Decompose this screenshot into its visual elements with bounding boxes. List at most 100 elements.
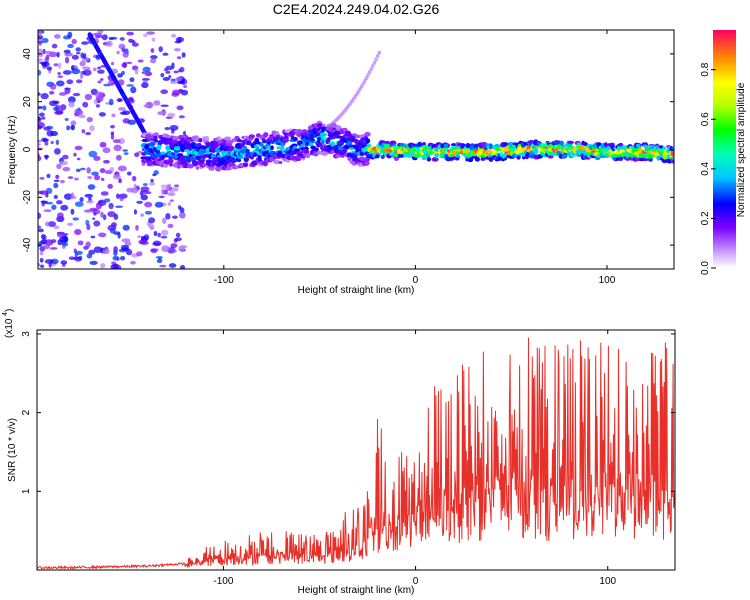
- spectrogram-cell: [163, 68, 169, 72]
- spectrogram-cell: [234, 135, 240, 140]
- spectrogram-cell: [443, 143, 449, 148]
- spectrogram-cell: [296, 151, 304, 155]
- spectrogram-cell: [123, 152, 129, 156]
- spectrogram-cell: [93, 67, 97, 72]
- spectrogram-cell: [76, 109, 84, 116]
- spectrogram-cell: [118, 178, 122, 184]
- spectrogram-cell: [40, 116, 46, 120]
- spectrogram-cell: [157, 111, 165, 116]
- spectrogram-cell: [45, 125, 54, 130]
- spectrogram-cell: [255, 145, 260, 149]
- spectrogram-cell: [154, 201, 164, 208]
- spectrogram-cell: [89, 260, 98, 266]
- spectrogram-cell: [78, 255, 83, 261]
- spectrogram-cell: [38, 105, 44, 109]
- spectrogram-cell: [474, 148, 478, 154]
- spectrogram-cell: [113, 250, 118, 256]
- spectrogram-cell: [121, 62, 128, 68]
- spectrogram-cell: [171, 128, 175, 134]
- spectrogram-cell: [533, 148, 539, 154]
- spectrogram-cell: [114, 205, 124, 209]
- spectrogram-cell: [150, 222, 154, 229]
- spectrogram-cell: [115, 154, 122, 161]
- spectrogram-cell: [86, 200, 94, 204]
- spectrogram-y-axis: -40 -20 0 20 40: [22, 48, 674, 252]
- spectrogram-cell: [98, 200, 104, 204]
- spectrogram-cell: [140, 213, 144, 217]
- spectrogram-cell: [130, 261, 136, 265]
- spectrogram-cell: [157, 257, 162, 261]
- spectrogram-cell: [142, 66, 151, 73]
- spectrogram-cell: [179, 161, 185, 165]
- spectrogram-cell: [102, 147, 111, 154]
- spectrogram-cell: [170, 243, 178, 249]
- spectrogram-cell: [76, 157, 81, 161]
- spectrogram-cell: [72, 92, 81, 97]
- spectrogram-cell: [150, 178, 154, 183]
- spectrogram-cell: [142, 33, 148, 38]
- spectrogram-cell: [227, 145, 235, 152]
- spectrogram-cell: [137, 235, 142, 238]
- spectrogram-cell: [73, 152, 77, 157]
- spectrogram-cell: [431, 157, 439, 162]
- spectrogram-cell: [112, 139, 121, 144]
- spectrogram-cell: [111, 36, 118, 40]
- spectrogram-cell: [90, 235, 96, 239]
- spectrogram-cell: [150, 55, 158, 60]
- spectrogram-cell: [101, 34, 108, 41]
- spectrogram-cell: [180, 89, 189, 96]
- spectrogram-cell: [141, 138, 149, 142]
- spectrogram-cell: [102, 214, 107, 221]
- spectrogram-cell: [119, 37, 125, 41]
- spectrogram-cell: [204, 136, 210, 140]
- spectrogram-cell: [182, 130, 187, 137]
- spectrogram-cell: [647, 154, 655, 159]
- spectrogram-cell: [270, 145, 274, 151]
- snr-x-axis: -100 0 100: [213, 330, 617, 587]
- spectrogram-cell: [43, 209, 52, 212]
- spectrogram-cell: [181, 52, 186, 58]
- spectrogram-cell: [465, 143, 471, 149]
- spectrogram-cell: [58, 92, 67, 96]
- spectrogram-cell: [171, 62, 175, 70]
- spectrogram-cell: [38, 116, 42, 123]
- spectrogram-cell: [167, 202, 171, 206]
- spectrogram-cell: [252, 152, 257, 158]
- spectrogram-cell: [51, 204, 57, 210]
- spectrogram-cell: [165, 70, 171, 74]
- spectrogram-cell: [122, 224, 130, 231]
- spectrogram-cell: [61, 242, 69, 247]
- spectrogram-cell: [358, 156, 366, 161]
- spectrogram-cell: [56, 80, 65, 87]
- spectrogram-cell: [87, 176, 93, 179]
- spectrogram-cell: [38, 155, 42, 162]
- spectrogram-cell: [53, 182, 59, 189]
- colorbar-tick-label: 0.4: [700, 161, 711, 175]
- x-tick-label: 0: [413, 275, 419, 286]
- spectrogram-cell: [175, 232, 181, 238]
- spectrogram-cell: [50, 140, 54, 145]
- spectrogram-cell: [143, 104, 150, 108]
- spectrogram-cell: [211, 142, 218, 148]
- spectrogram-cell: [44, 50, 53, 55]
- spectrogram-cell: [167, 158, 174, 164]
- colorbar-tick-label: 0.6: [700, 112, 711, 126]
- spectrogram-cell: [224, 136, 232, 141]
- spectrogram-cell: [152, 173, 157, 177]
- spectrogram-cell: [56, 163, 62, 170]
- spectrogram-cell: [70, 192, 75, 198]
- spectrogram-cell: [49, 247, 58, 250]
- spectrogram-cell: [83, 69, 92, 76]
- spectrogram-cell: [97, 232, 107, 238]
- spectrogram-cell: [71, 54, 79, 60]
- spectrogram-cell: [314, 128, 320, 132]
- spectrogram-cell: [74, 250, 83, 255]
- spectrogram-cell: [38, 225, 42, 229]
- spectrogram-cell: [238, 139, 243, 143]
- spectrogram-cell: [236, 158, 242, 163]
- spectrogram-cell: [42, 245, 51, 250]
- spectrogram-cell: [561, 153, 568, 159]
- spectrogram-cell: [367, 70, 372, 75]
- spectrogram-cell: [417, 141, 423, 148]
- spectrogram-cell: [66, 222, 74, 226]
